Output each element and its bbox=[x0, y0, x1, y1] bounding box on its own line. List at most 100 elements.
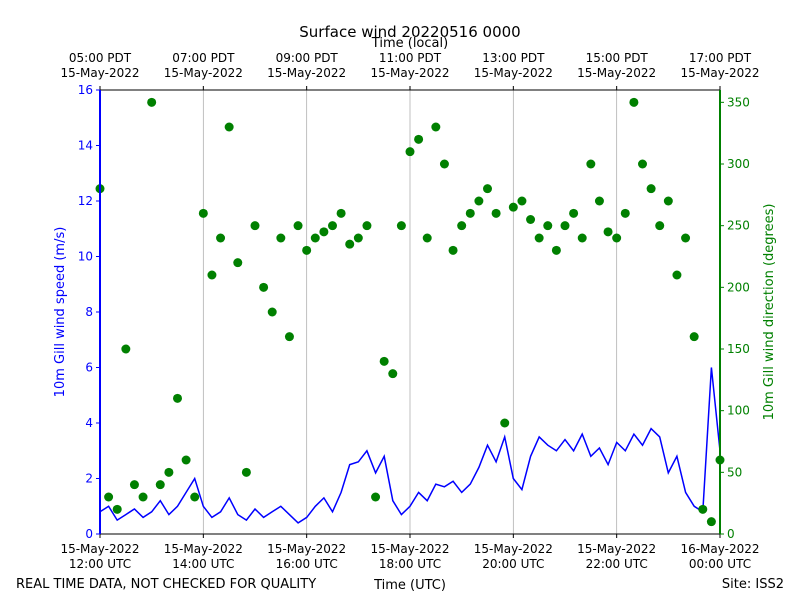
direction-point bbox=[173, 393, 182, 403]
direction-point bbox=[121, 344, 131, 354]
y2-tick-label: 50 bbox=[727, 465, 742, 479]
direction-point bbox=[328, 221, 337, 231]
x2-tick-label: 07:00 PDT 15-May-2022 bbox=[164, 51, 243, 80]
direction-point bbox=[414, 134, 424, 144]
direction-point bbox=[431, 122, 441, 132]
direction-point bbox=[491, 208, 501, 218]
chart-title: Surface wind 20220516 0000 bbox=[299, 23, 520, 41]
direction-point bbox=[104, 492, 114, 502]
direction-point bbox=[164, 467, 174, 477]
x-tick-label: 15-May-2022 22:00 UTC bbox=[577, 542, 656, 571]
direction-point bbox=[457, 221, 467, 231]
x-tick-label-line: 15-May-2022 bbox=[60, 542, 139, 556]
direction-point bbox=[603, 227, 613, 237]
direction-point bbox=[672, 270, 682, 280]
x2-tick-label-line: 15-May-2022 bbox=[164, 66, 243, 80]
x2-tick-label: 15:00 PDT 15-May-2022 bbox=[577, 51, 656, 80]
x-tick-label: 15-May-2022 18:00 UTC bbox=[370, 542, 449, 571]
direction-point bbox=[181, 455, 191, 465]
direction-point bbox=[689, 332, 699, 342]
x2-tick-label-line: 05:00 PDT bbox=[69, 51, 132, 65]
x-tick-label: 15-May-2022 16:00 UTC bbox=[267, 542, 346, 571]
direction-point bbox=[207, 270, 217, 280]
direction-point bbox=[422, 233, 432, 243]
x-tick-label-line: 15-May-2022 bbox=[577, 542, 656, 556]
direction-point bbox=[551, 245, 561, 255]
y-axis-label: 10m Gill wind speed (m/s) bbox=[53, 227, 68, 398]
direction-point bbox=[371, 492, 381, 502]
x-tick-label-line: 00:00 UTC bbox=[689, 557, 751, 571]
direction-point bbox=[336, 208, 346, 218]
direction-point bbox=[310, 233, 320, 243]
direction-point bbox=[465, 208, 475, 218]
direction-point bbox=[259, 282, 269, 292]
direction-point bbox=[500, 418, 510, 428]
x-tick-label: 15-May-2022 20:00 UTC bbox=[474, 542, 553, 571]
direction-point bbox=[655, 221, 665, 231]
y-tick-label: 14 bbox=[78, 139, 93, 153]
direction-point bbox=[646, 184, 656, 194]
direction-point bbox=[483, 184, 492, 194]
direction-point bbox=[569, 208, 579, 218]
direction-point bbox=[129, 480, 139, 490]
x-tick-label-line: 15-May-2022 bbox=[267, 542, 346, 556]
x-tick-label: 15-May-2022 14:00 UTC bbox=[164, 542, 243, 571]
direction-point bbox=[706, 517, 716, 527]
x2-tick-label: 17:00 PDT 15-May-2022 bbox=[680, 51, 759, 80]
y2-tick-label: 100 bbox=[727, 404, 750, 418]
direction-point bbox=[629, 97, 639, 107]
direction-point bbox=[224, 122, 234, 132]
y-tick-label: 0 bbox=[85, 527, 93, 541]
x2-tick-label-line: 15-May-2022 bbox=[60, 66, 139, 80]
direction-point bbox=[267, 307, 277, 317]
direction-point bbox=[284, 332, 294, 342]
direction-point bbox=[353, 233, 363, 243]
speed-line bbox=[99, 367, 721, 524]
direction-point bbox=[147, 97, 157, 107]
y2-tick-label: 350 bbox=[727, 95, 750, 109]
direction-point bbox=[526, 215, 536, 224]
site-label: Site: ISS2 bbox=[722, 577, 784, 592]
direction-point bbox=[345, 239, 355, 249]
y-tick-label: 8 bbox=[85, 305, 93, 319]
x2-tick-label-line: 15-May-2022 bbox=[370, 66, 449, 80]
x2-tick-label-line: 11:00 PDT bbox=[379, 51, 442, 65]
direction-point bbox=[577, 233, 587, 243]
x2-axis-label: Time (local) bbox=[371, 36, 448, 51]
direction-point bbox=[396, 221, 406, 231]
x-tick-label-line: 22:00 UTC bbox=[586, 557, 648, 571]
x-tick-label-line: 15-May-2022 bbox=[370, 542, 449, 556]
direction-point bbox=[112, 504, 122, 514]
x2-tick-label-line: 13:00 PDT bbox=[482, 51, 545, 65]
x-tick-label-line: 18:00 UTC bbox=[379, 557, 441, 571]
direction-point bbox=[198, 208, 208, 218]
x2-tick-label: 09:00 PDT 15-May-2022 bbox=[267, 51, 346, 80]
direction-point bbox=[681, 233, 691, 243]
direction-point bbox=[155, 480, 165, 490]
x-tick-label-line: 16:00 UTC bbox=[276, 557, 338, 571]
y2-tick-label: 150 bbox=[727, 342, 750, 356]
direction-point bbox=[448, 245, 458, 255]
direction-point bbox=[405, 147, 415, 157]
direction-point bbox=[534, 233, 544, 243]
direction-point bbox=[293, 221, 303, 231]
direction-point bbox=[302, 245, 312, 255]
direction-point bbox=[250, 221, 260, 231]
direction-point bbox=[216, 233, 226, 243]
y-tick-label: 6 bbox=[85, 361, 93, 375]
x2-tick-label-line: 17:00 PDT bbox=[689, 51, 752, 65]
y-tick-label: 12 bbox=[78, 194, 93, 208]
x2-tick-label-line: 15-May-2022 bbox=[267, 66, 346, 80]
y2-tick-label: 200 bbox=[727, 280, 750, 294]
direction-point bbox=[638, 159, 647, 169]
x-tick-label-line: 20:00 UTC bbox=[482, 557, 544, 571]
direction-point bbox=[276, 233, 286, 243]
x-tick-label-line: 15-May-2022 bbox=[164, 542, 243, 556]
footer-note: REAL TIME DATA, NOT CHECKED FOR QUALITY bbox=[16, 577, 316, 592]
x2-tick-label: 11:00 PDT 15-May-2022 bbox=[370, 51, 449, 80]
direction-point bbox=[508, 202, 518, 212]
direction-point bbox=[190, 492, 200, 502]
y-tick-label: 10 bbox=[78, 250, 93, 264]
direction-point bbox=[388, 369, 398, 379]
